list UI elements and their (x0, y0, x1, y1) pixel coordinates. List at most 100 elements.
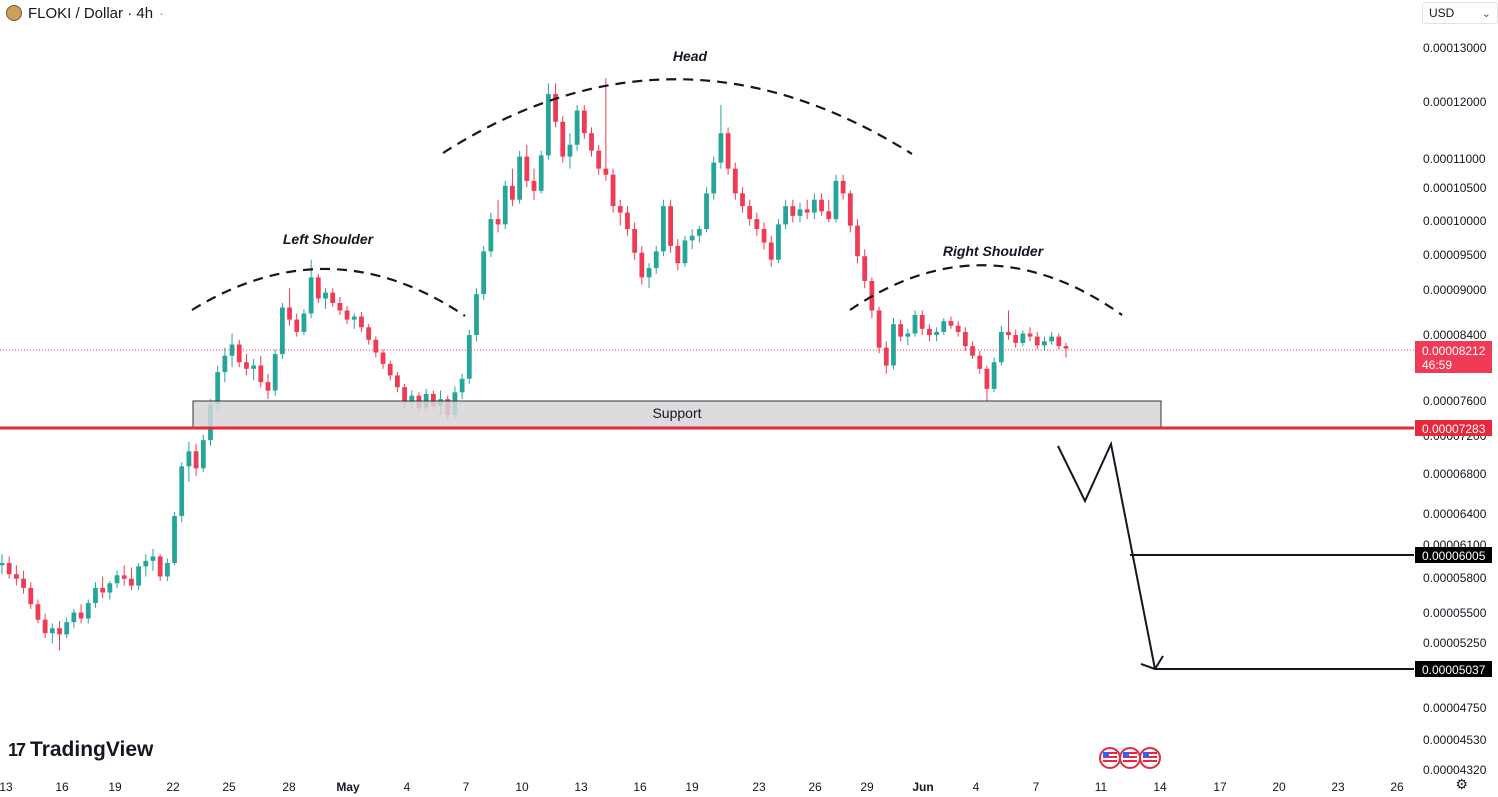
candle-body (402, 387, 407, 403)
x-tick: 11 (1095, 780, 1108, 794)
x-tick: 13 (574, 780, 588, 794)
candle-body (279, 307, 285, 355)
candle-body (696, 229, 702, 236)
x-tick: 19 (685, 780, 699, 794)
candle-body (380, 352, 386, 364)
candle-body (265, 382, 271, 391)
candle-body (28, 587, 34, 605)
x-tick: 4 (404, 780, 411, 794)
candle-body (639, 252, 645, 278)
tradingview-logo[interactable]: 17 TradingView (8, 738, 153, 762)
x-tick: 14 (1153, 780, 1167, 794)
candle-body (57, 628, 62, 635)
y-tick: 0.00006400 (1423, 507, 1487, 521)
floki-coin-icon (6, 5, 22, 21)
candle-body (603, 168, 609, 175)
left-shoulder-arc[interactable] (191, 267, 466, 317)
candle-body (553, 94, 558, 122)
x-tick: 4 (973, 780, 980, 794)
target-1-badge[interactable]: 0.00006005 (1415, 547, 1492, 563)
support-price-badge[interactable]: 0.00007283 (1415, 420, 1492, 436)
candle-body (797, 209, 803, 216)
candle-body (833, 180, 839, 220)
candle-body (395, 375, 400, 388)
y-tick: 0.00004750 (1423, 701, 1487, 715)
y-tick: 0.00012000 (1423, 95, 1487, 109)
candle-body (495, 219, 501, 225)
head-label: Head (673, 48, 708, 64)
candle-body (315, 277, 321, 299)
candle-body (236, 344, 242, 363)
right-shoulder-arc[interactable] (849, 264, 1123, 316)
candle-body (927, 328, 932, 336)
candle-body (682, 240, 688, 264)
x-tick: 16 (55, 780, 69, 794)
candle-body (747, 206, 753, 220)
x-tick: 7 (463, 780, 470, 794)
currency-select[interactable]: USD ⌄ (1422, 2, 1498, 24)
candle-body (1056, 336, 1062, 347)
candle-body (538, 155, 544, 191)
symbol-header[interactable]: FLOKI / Dollar · 4h · (6, 2, 164, 24)
candle-body (373, 339, 379, 353)
economic-events[interactable] (1099, 747, 1161, 769)
candle-body (301, 313, 307, 332)
candle-body (984, 368, 990, 389)
candle-body (6, 563, 12, 575)
bar-countdown: 46:59 (1422, 358, 1452, 372)
support-zone[interactable] (192, 400, 1162, 429)
y-tick: 0.00007600 (1423, 394, 1487, 408)
candle-body (646, 268, 652, 278)
candle-body (632, 229, 638, 253)
candle-body (258, 365, 264, 383)
candle-body (704, 193, 709, 230)
x-tick: 17 (1213, 780, 1227, 794)
symbol-title[interactable]: FLOKI / Dollar · 4h (28, 4, 154, 22)
y-tick: 0.00004530 (1423, 733, 1487, 747)
target-1-value: 0.00006005 (1422, 549, 1486, 563)
candle-body (215, 372, 221, 405)
us-flag-event-icon[interactable] (1139, 747, 1161, 769)
gear-icon[interactable]: ⚙ (1455, 776, 1468, 792)
candle-body (862, 256, 868, 281)
tradingview-logo-text: TradingView (30, 738, 154, 761)
candle-body (78, 612, 84, 619)
x-axis[interactable]: 13 16 19 22 25 28 May 4 7 10 13 16 19 23… (0, 780, 1404, 794)
candle-body (13, 574, 19, 579)
candle-body (962, 331, 968, 347)
y-tick: 0.00005500 (1423, 606, 1487, 620)
x-tick: 7 (1033, 780, 1040, 794)
candle-body (430, 393, 436, 407)
candle-body (1027, 333, 1033, 337)
head-arc[interactable] (442, 78, 913, 155)
currency-value: USD (1429, 6, 1455, 20)
projection-path[interactable] (1057, 440, 1156, 670)
current-price-badge[interactable]: 0.00008212 46:59 (1415, 341, 1492, 373)
candle-body (754, 219, 760, 230)
target-2-badge[interactable]: 0.00005037 (1415, 661, 1492, 677)
candle-body (35, 604, 41, 620)
candle-body (359, 316, 364, 328)
candle-body (1013, 335, 1019, 343)
candle-body (596, 150, 602, 169)
x-tick: 26 (808, 780, 822, 794)
candle-body (718, 133, 724, 163)
y-tick: 0.00008400 (1423, 328, 1487, 342)
x-tick: 10 (515, 780, 529, 794)
candle-body (481, 251, 487, 295)
us-flag-event-icon[interactable] (1119, 747, 1141, 769)
candle-body (330, 292, 336, 303)
candle-body (1049, 336, 1055, 342)
candle-body (998, 331, 1004, 363)
candle-body (337, 302, 343, 311)
candle-body (143, 560, 149, 567)
candle-body (114, 575, 120, 584)
candle-body (179, 466, 185, 517)
candle-body (847, 193, 853, 226)
us-flag-event-icon[interactable] (1099, 747, 1121, 769)
candle-body (811, 199, 817, 213)
y-axis[interactable]: 0.00013000 0.00012000 0.00011000 0.00010… (1423, 41, 1487, 777)
candle-body (164, 563, 170, 577)
candle-body (876, 310, 882, 348)
